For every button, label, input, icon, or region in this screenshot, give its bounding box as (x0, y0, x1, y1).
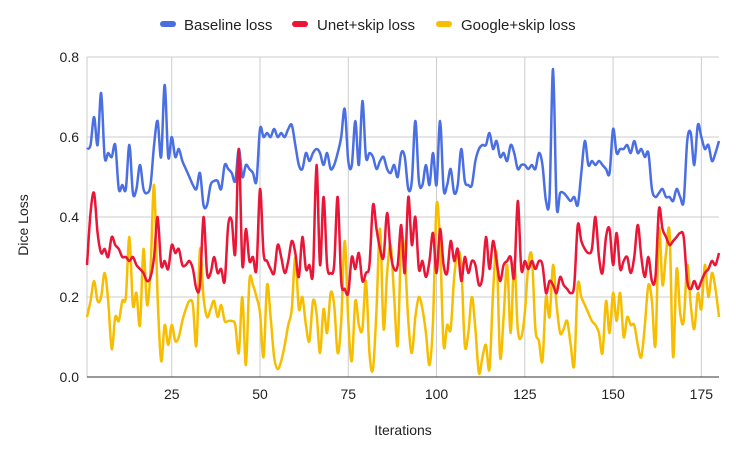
legend-swatch-baseline (160, 21, 176, 27)
series-line-baseline-loss[interactable] (86, 67, 721, 214)
y-tick-label: 0.2 (60, 289, 80, 305)
legend-swatch-unet-skip (292, 21, 308, 27)
y-tick-label: 0.6 (60, 129, 80, 145)
legend-item-unet-skip[interactable]: Unet+skip loss (292, 17, 415, 34)
legend-swatch-google-skip (436, 21, 452, 27)
series-line-unet-skip-loss[interactable] (85, 147, 721, 297)
legend-item-baseline[interactable]: Baseline loss (160, 17, 272, 34)
x-axis-ticks: 25 50 75 100 125 150 175 (164, 386, 713, 402)
legend-item-google-skip[interactable]: Google+skip loss (436, 17, 576, 34)
legend-label-baseline: Baseline loss (184, 17, 272, 34)
x-tick-label: 175 (690, 386, 714, 402)
legend-label-google-skip: Google+skip loss (461, 17, 576, 34)
y-tick-label: 0.8 (60, 49, 80, 65)
x-tick-label: 25 (164, 386, 180, 402)
gridlines (87, 56, 719, 377)
series-line-google-skip-loss[interactable] (85, 183, 721, 376)
legend: Baseline loss Unet+skip loss Google+skip… (160, 17, 576, 34)
legend-label-unet-skip: Unet+skip loss (317, 17, 415, 34)
y-tick-label: 0.0 (60, 369, 80, 385)
y-tick-label: 0.4 (60, 209, 80, 225)
series-layer (85, 67, 721, 376)
x-tick-label: 100 (425, 386, 449, 402)
x-tick-label: 75 (340, 386, 356, 402)
y-axis-title: Dice Loss (15, 194, 31, 255)
x-tick-label: 50 (252, 386, 268, 402)
x-axis-title: Iterations (374, 422, 432, 438)
y-axis-ticks: 0.0 0.2 0.4 0.6 0.8 (60, 49, 80, 385)
x-tick-label: 150 (601, 386, 625, 402)
x-tick-label: 125 (513, 386, 537, 402)
plot-frame (86, 57, 719, 378)
